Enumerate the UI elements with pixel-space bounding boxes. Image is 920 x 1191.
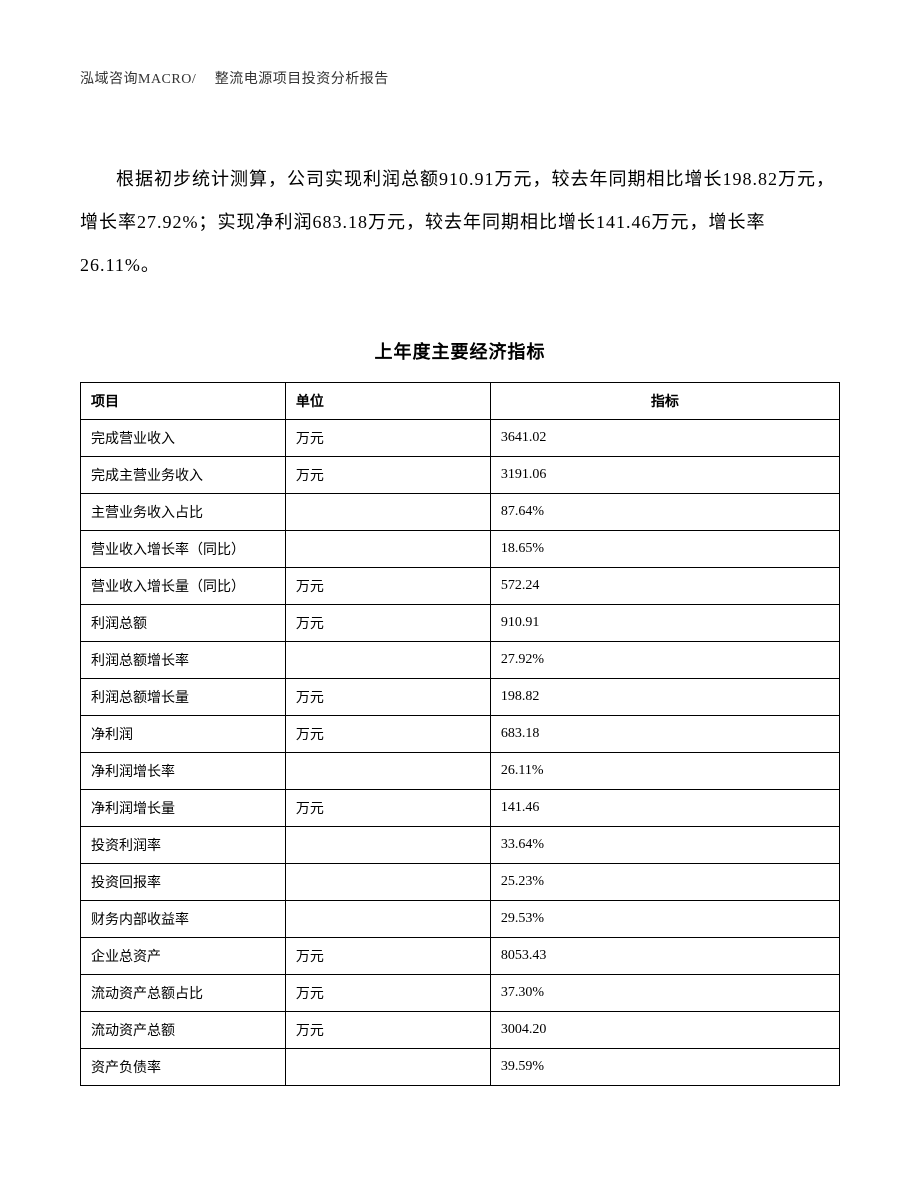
cell-value: 27.92% xyxy=(490,641,839,678)
page-header: 泓域咨询MACRO/ 整流电源项目投资分析报告 xyxy=(80,68,840,88)
table-row: 净利润增长率 26.11% xyxy=(81,752,840,789)
cell-item: 营业收入增长率（同比） xyxy=(81,530,286,567)
cell-item: 投资回报率 xyxy=(81,863,286,900)
cell-item: 企业总资产 xyxy=(81,937,286,974)
cell-unit xyxy=(285,493,490,530)
cell-unit: 万元 xyxy=(285,715,490,752)
cell-unit xyxy=(285,530,490,567)
cell-item: 营业收入增长量（同比） xyxy=(81,567,286,604)
cell-unit: 万元 xyxy=(285,604,490,641)
cell-unit: 万元 xyxy=(285,974,490,1011)
table-row: 主营业务收入占比 87.64% xyxy=(81,493,840,530)
cell-value: 87.64% xyxy=(490,493,839,530)
cell-value: 18.65% xyxy=(490,530,839,567)
table-row: 利润总额增长量 万元 198.82 xyxy=(81,678,840,715)
cell-value: 33.64% xyxy=(490,826,839,863)
table-row: 完成主营业务收入 万元 3191.06 xyxy=(81,456,840,493)
cell-value: 198.82 xyxy=(490,678,839,715)
cell-unit xyxy=(285,1048,490,1085)
table-row: 完成营业收入 万元 3641.02 xyxy=(81,419,840,456)
cell-unit xyxy=(285,752,490,789)
cell-value: 910.91 xyxy=(490,604,839,641)
table-header-row: 项目 单位 指标 xyxy=(81,382,840,419)
table-row: 企业总资产 万元 8053.43 xyxy=(81,937,840,974)
cell-item: 净利润增长量 xyxy=(81,789,286,826)
cell-item: 投资利润率 xyxy=(81,826,286,863)
cell-item: 财务内部收益率 xyxy=(81,900,286,937)
table-row: 利润总额 万元 910.91 xyxy=(81,604,840,641)
cell-unit xyxy=(285,826,490,863)
cell-unit: 万元 xyxy=(285,456,490,493)
cell-unit: 万元 xyxy=(285,567,490,604)
cell-item: 利润总额增长量 xyxy=(81,678,286,715)
column-header-item: 项目 xyxy=(81,382,286,419)
cell-item: 净利润增长率 xyxy=(81,752,286,789)
column-header-value: 指标 xyxy=(490,382,839,419)
cell-unit xyxy=(285,900,490,937)
cell-value: 26.11% xyxy=(490,752,839,789)
cell-unit: 万元 xyxy=(285,419,490,456)
cell-value: 3004.20 xyxy=(490,1011,839,1048)
table-row: 投资利润率 33.64% xyxy=(81,826,840,863)
table-row: 流动资产总额 万元 3004.20 xyxy=(81,1011,840,1048)
cell-value: 3641.02 xyxy=(490,419,839,456)
cell-item: 净利润 xyxy=(81,715,286,752)
table-row: 流动资产总额占比 万元 37.30% xyxy=(81,974,840,1011)
cell-value: 37.30% xyxy=(490,974,839,1011)
table-title: 上年度主要经济指标 xyxy=(80,338,840,364)
cell-item: 完成营业收入 xyxy=(81,419,286,456)
table-row: 营业收入增长量（同比） 万元 572.24 xyxy=(81,567,840,604)
cell-item: 流动资产总额占比 xyxy=(81,974,286,1011)
cell-unit: 万元 xyxy=(285,678,490,715)
cell-value: 141.46 xyxy=(490,789,839,826)
cell-value: 572.24 xyxy=(490,567,839,604)
cell-item: 利润总额 xyxy=(81,604,286,641)
table-row: 投资回报率 25.23% xyxy=(81,863,840,900)
cell-item: 主营业务收入占比 xyxy=(81,493,286,530)
economic-indicators-table: 项目 单位 指标 完成营业收入 万元 3641.02 完成主营业务收入 万元 3… xyxy=(80,382,840,1086)
cell-unit: 万元 xyxy=(285,1011,490,1048)
cell-unit xyxy=(285,641,490,678)
table-body: 完成营业收入 万元 3641.02 完成主营业务收入 万元 3191.06 主营… xyxy=(81,419,840,1085)
cell-item: 流动资产总额 xyxy=(81,1011,286,1048)
cell-value: 39.59% xyxy=(490,1048,839,1085)
table-row: 营业收入增长率（同比） 18.65% xyxy=(81,530,840,567)
cell-unit: 万元 xyxy=(285,789,490,826)
table-row: 净利润 万元 683.18 xyxy=(81,715,840,752)
cell-value: 683.18 xyxy=(490,715,839,752)
cell-value: 3191.06 xyxy=(490,456,839,493)
cell-value: 25.23% xyxy=(490,863,839,900)
cell-unit xyxy=(285,863,490,900)
cell-value: 29.53% xyxy=(490,900,839,937)
table-row: 利润总额增长率 27.92% xyxy=(81,641,840,678)
summary-paragraph: 根据初步统计测算，公司实现利润总额910.91万元，较去年同期相比增长198.8… xyxy=(80,158,840,288)
table-row: 财务内部收益率 29.53% xyxy=(81,900,840,937)
cell-unit: 万元 xyxy=(285,937,490,974)
cell-item: 利润总额增长率 xyxy=(81,641,286,678)
cell-value: 8053.43 xyxy=(490,937,839,974)
cell-item: 完成主营业务收入 xyxy=(81,456,286,493)
document-page: 泓域咨询MACRO/ 整流电源项目投资分析报告 根据初步统计测算，公司实现利润总… xyxy=(0,0,920,1146)
table-row: 资产负债率 39.59% xyxy=(81,1048,840,1085)
column-header-unit: 单位 xyxy=(285,382,490,419)
table-row: 净利润增长量 万元 141.46 xyxy=(81,789,840,826)
cell-item: 资产负债率 xyxy=(81,1048,286,1085)
